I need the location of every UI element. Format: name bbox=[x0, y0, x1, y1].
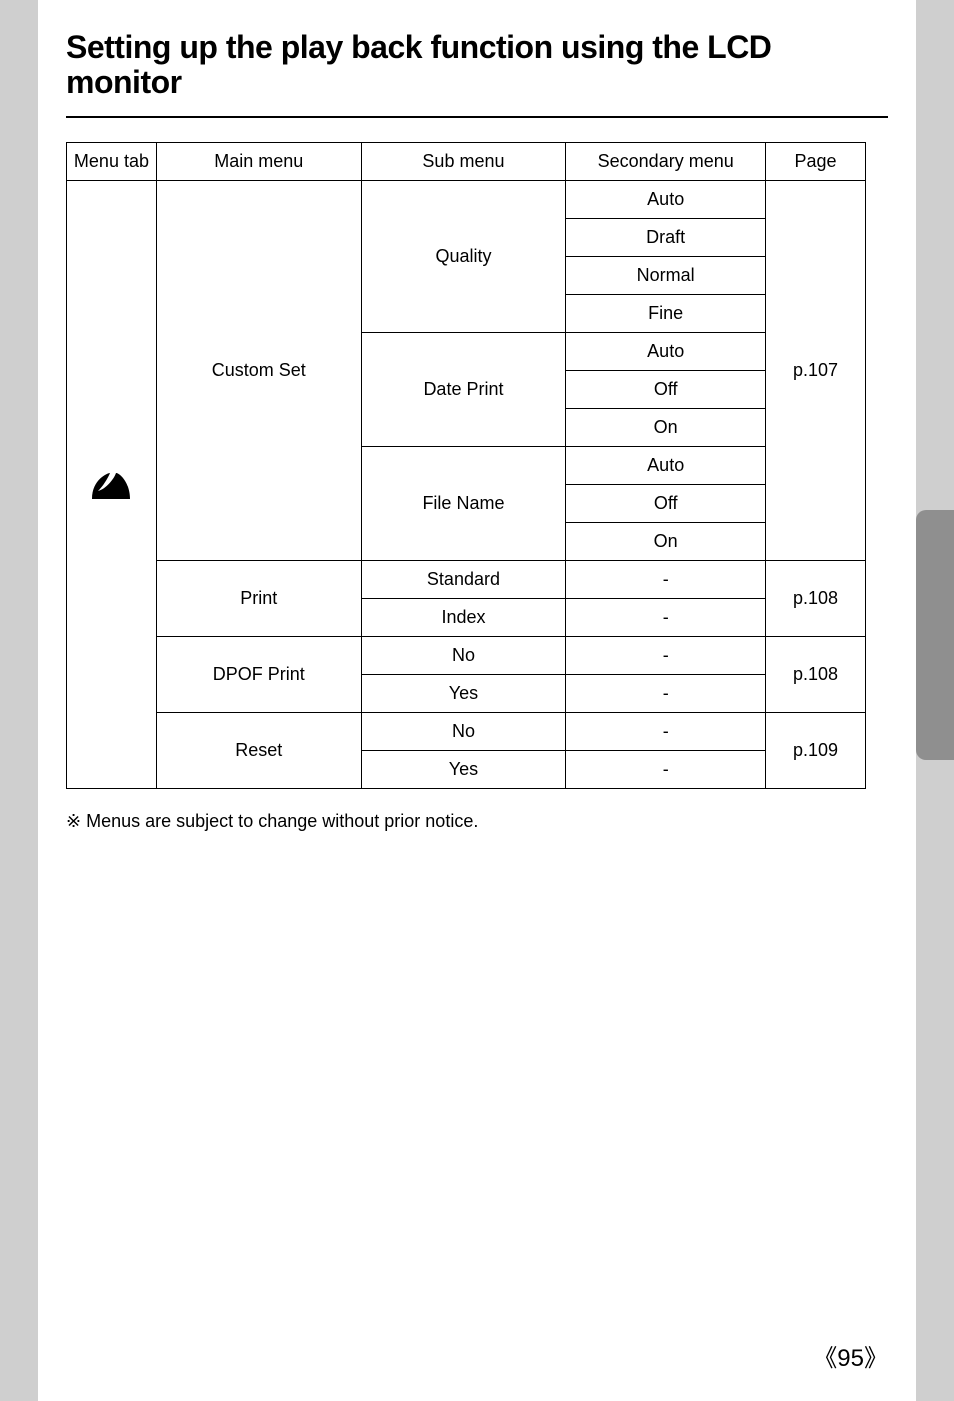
sub-reset-no: No bbox=[361, 713, 566, 751]
sec-print-index: - bbox=[566, 599, 766, 637]
main-print: Print bbox=[156, 561, 361, 637]
th-sub-menu: Sub menu bbox=[361, 143, 566, 181]
content-area: Menu tab Main menu Sub menu Secondary me… bbox=[38, 116, 916, 789]
main-custom-set: Custom Set bbox=[156, 181, 361, 561]
table-row: Custom Set Quality Auto p.107 bbox=[67, 181, 866, 219]
page-108a: p.108 bbox=[766, 561, 866, 637]
footnote-text: Menus are subject to change without prio… bbox=[86, 811, 478, 831]
sec-filename-auto: Auto bbox=[566, 447, 766, 485]
sec-reset-no: - bbox=[566, 713, 766, 751]
sec-reset-yes: - bbox=[566, 751, 766, 789]
page-108b: p.108 bbox=[766, 637, 866, 713]
table-body: Custom Set Quality Auto p.107 Draft Norm… bbox=[67, 181, 866, 789]
th-page: Page bbox=[766, 143, 866, 181]
sub-print-standard: Standard bbox=[361, 561, 566, 599]
sec-dateprint-off: Off bbox=[566, 371, 766, 409]
sub-reset-yes: Yes bbox=[361, 751, 566, 789]
sub-date-print: Date Print bbox=[361, 333, 566, 447]
main-reset: Reset bbox=[156, 713, 361, 789]
page-109: p.109 bbox=[766, 713, 866, 789]
table-row: DPOF Print No - p.108 bbox=[67, 637, 866, 675]
pictbridge-icon bbox=[86, 465, 136, 505]
sec-quality-fine: Fine bbox=[566, 295, 766, 333]
table-row: Reset No - p.109 bbox=[67, 713, 866, 751]
sec-quality-normal: Normal bbox=[566, 257, 766, 295]
manual-page: Setting up the play back function using … bbox=[38, 0, 916, 1401]
page-number: 《95》 bbox=[813, 1338, 888, 1373]
sub-quality: Quality bbox=[361, 181, 566, 333]
sec-dpof-yes: - bbox=[566, 675, 766, 713]
menu-tab-icon-cell bbox=[67, 181, 157, 789]
sec-dpof-no: - bbox=[566, 637, 766, 675]
sec-filename-on: On bbox=[566, 523, 766, 561]
page-title: Setting up the play back function using … bbox=[38, 0, 916, 110]
page-107: p.107 bbox=[766, 181, 866, 561]
footnote-line: ※ Menus are subject to change without pr… bbox=[38, 789, 916, 832]
main-dpof-print: DPOF Print bbox=[156, 637, 361, 713]
menu-table: Menu tab Main menu Sub menu Secondary me… bbox=[66, 142, 866, 789]
sec-filename-off: Off bbox=[566, 485, 766, 523]
title-rule bbox=[66, 116, 888, 118]
th-secondary-menu: Secondary menu bbox=[566, 143, 766, 181]
th-menu-tab: Menu tab bbox=[67, 143, 157, 181]
sec-print-standard: - bbox=[566, 561, 766, 599]
sub-dpof-no: No bbox=[361, 637, 566, 675]
footnote-marker: ※ bbox=[66, 811, 81, 831]
section-thumb-tab bbox=[916, 510, 954, 760]
sec-quality-auto: Auto bbox=[566, 181, 766, 219]
sub-print-index: Index bbox=[361, 599, 566, 637]
table-row: Print Standard - p.108 bbox=[67, 561, 866, 599]
sec-dateprint-auto: Auto bbox=[566, 333, 766, 371]
sub-dpof-yes: Yes bbox=[361, 675, 566, 713]
sec-quality-draft: Draft bbox=[566, 219, 766, 257]
sub-file-name: File Name bbox=[361, 447, 566, 561]
th-main-menu: Main menu bbox=[156, 143, 361, 181]
table-header-row: Menu tab Main menu Sub menu Secondary me… bbox=[67, 143, 866, 181]
sec-dateprint-on: On bbox=[566, 409, 766, 447]
